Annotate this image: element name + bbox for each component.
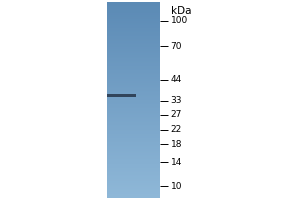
Text: 22: 22 xyxy=(171,125,182,134)
Text: kDa: kDa xyxy=(171,6,191,16)
Text: 14: 14 xyxy=(171,158,182,167)
Text: 44: 44 xyxy=(171,75,182,84)
Text: 27: 27 xyxy=(171,110,182,119)
Text: 33: 33 xyxy=(171,96,182,105)
Text: 18: 18 xyxy=(171,140,182,149)
Text: 100: 100 xyxy=(171,16,188,25)
Text: 70: 70 xyxy=(171,42,182,51)
Text: 10: 10 xyxy=(171,182,182,191)
